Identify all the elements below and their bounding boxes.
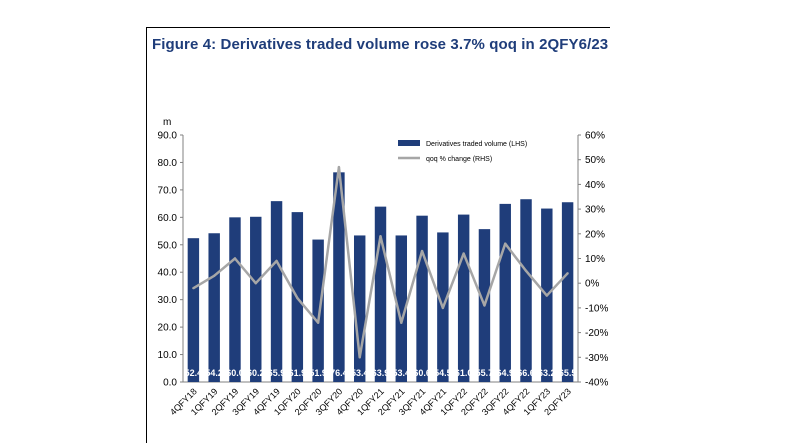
left-tick-label: 20.0 — [158, 323, 178, 334]
qoq-point — [420, 249, 424, 253]
qoq-point — [400, 321, 403, 324]
left-tick-label: 10.0 — [158, 350, 178, 361]
right-tick-label: 40% — [585, 180, 605, 191]
bar — [457, 214, 470, 382]
qoq-point — [337, 165, 341, 169]
right-tick-label: 20% — [585, 229, 605, 240]
bar — [229, 217, 241, 382]
qoq-point — [483, 304, 486, 307]
bar-value-label: 66.6 — [517, 368, 535, 378]
bar — [416, 215, 428, 382]
bar-value-label: 54.5 — [434, 368, 452, 378]
qoq-point — [212, 274, 216, 277]
bar — [250, 216, 262, 382]
bar-value-label: 63.2 — [538, 368, 556, 378]
qoq-point — [441, 306, 445, 310]
right-tick-label: -40% — [585, 378, 608, 389]
bar-value-label: 61.9 — [289, 368, 307, 378]
qoq-point — [316, 321, 320, 324]
left-tick-label: 50.0 — [158, 240, 178, 251]
bar — [270, 201, 283, 382]
bar-value-label: 52.4 — [185, 368, 203, 378]
bar-value-label: 60.0 — [226, 368, 244, 378]
right-tick-label: 60% — [585, 131, 605, 142]
bar-value-label: 54.2 — [205, 368, 223, 378]
bar — [333, 172, 345, 382]
legend-swatch-volume — [398, 140, 420, 146]
qoq-point — [545, 294, 549, 297]
bar — [208, 233, 220, 382]
right-tick-label: -30% — [585, 353, 608, 364]
qoq-point — [462, 252, 465, 255]
left-axis-unit: m — [163, 117, 171, 128]
left-border — [146, 27, 147, 443]
bar — [499, 203, 511, 382]
qoq-point — [566, 272, 569, 275]
qoq-point — [254, 282, 257, 285]
left-tick-label: 80.0 — [158, 158, 178, 169]
qoq-point — [504, 242, 507, 245]
qoq-point — [233, 257, 237, 260]
bar-value-label: 60.2 — [247, 368, 265, 378]
bar — [520, 199, 532, 382]
bar-value-label: 76.4 — [330, 368, 348, 378]
left-tick-label: 60.0 — [158, 213, 178, 224]
bar-value-label: 61.0 — [455, 368, 473, 378]
bar-value-label: 60.6 — [413, 368, 431, 378]
right-tick-label: -20% — [585, 328, 608, 339]
qoq-point — [358, 356, 361, 359]
right-tick-label: 50% — [585, 155, 605, 166]
left-tick-label: 30.0 — [158, 295, 178, 306]
legend-label-volume: Derivatives traded volume (LHS) — [426, 141, 527, 148]
right-tick-label: 0% — [585, 279, 600, 290]
legend-label-qoq: qoq % change (RHS) — [426, 156, 492, 163]
bar — [561, 202, 574, 382]
chart-title: Figure 4: Derivatives traded volume rose… — [152, 36, 609, 53]
bar — [312, 239, 324, 382]
qoq-point — [296, 296, 299, 300]
top-border — [146, 27, 610, 28]
right-tick-label: 10% — [585, 254, 605, 265]
left-tick-label: 90.0 — [158, 131, 178, 142]
right-tick-label: 30% — [585, 205, 605, 216]
bar — [187, 238, 200, 382]
bar — [395, 235, 408, 382]
bar-value-label: 65.5 — [559, 368, 577, 378]
bar — [353, 235, 366, 382]
qoq-point — [192, 286, 195, 290]
qoq-point — [379, 235, 382, 238]
right-tick-label: -10% — [585, 303, 608, 314]
bar-value-label: 65.9 — [268, 368, 286, 378]
left-tick-label: 40.0 — [158, 268, 178, 279]
qoq-point — [275, 259, 278, 263]
left-tick-label: 0.0 — [163, 378, 177, 389]
bar — [374, 206, 387, 382]
left-tick-label: 70.0 — [158, 185, 178, 196]
bar-value-label: 63.9 — [372, 368, 390, 378]
bar-value-label: 64.9 — [496, 368, 514, 378]
qoq-point — [524, 269, 528, 273]
bar-value-label: 55.7 — [476, 368, 494, 378]
bar-value-label: 53.4 — [393, 368, 411, 378]
bar-value-label: 51.9 — [309, 368, 327, 378]
bar-value-label: 53.4 — [351, 368, 369, 378]
